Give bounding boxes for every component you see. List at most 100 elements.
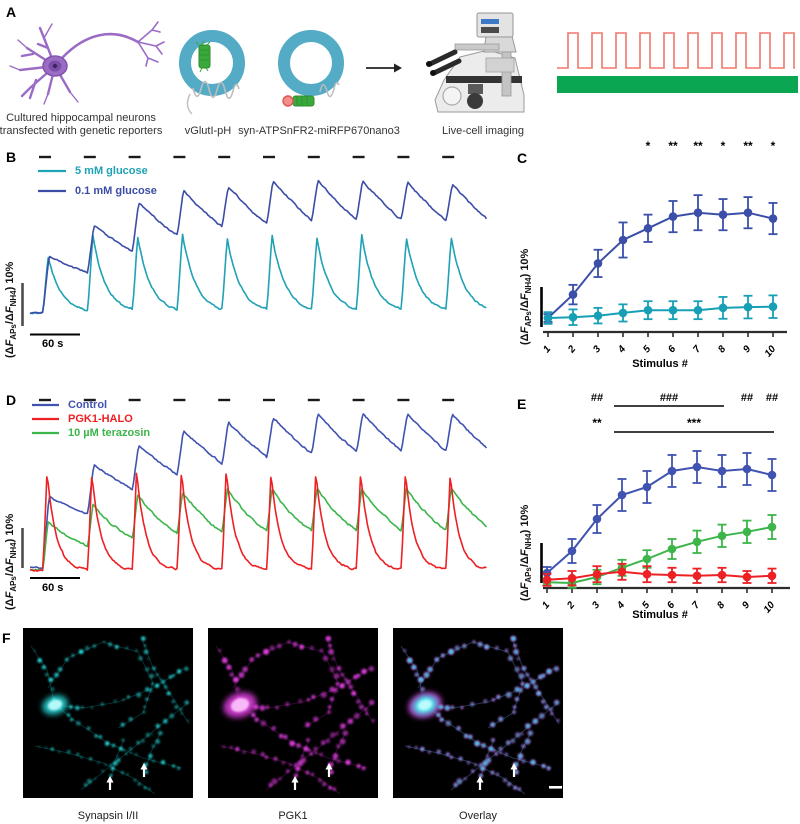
synaptic-punctum <box>483 699 487 703</box>
synaptic-punctum <box>251 749 257 755</box>
synaptic-punctum <box>238 671 245 679</box>
synaptic-punctum <box>320 740 326 746</box>
synaptic-punctum <box>122 698 125 701</box>
y-axis-label-d: (ΔFAPs/ΔFNH4) 10% <box>4 513 19 610</box>
synaptic-punctum <box>356 763 361 769</box>
significance-marker: *** <box>687 416 701 430</box>
series-line-0.1-mm-glucose <box>547 211 774 319</box>
synaptic-punctum <box>159 678 162 681</box>
x-tick-label: 7 <box>690 600 702 612</box>
synaptic-punctum <box>155 683 160 688</box>
data-point <box>567 573 577 583</box>
synaptic-punctum <box>112 760 118 766</box>
membrane-squiggle-2 <box>319 82 340 98</box>
synaptic-punctum <box>439 705 443 709</box>
synaptic-punctum <box>305 722 311 728</box>
synaptic-punctum <box>229 745 233 749</box>
synaptic-punctum <box>514 770 519 774</box>
synaptic-punctum <box>506 740 510 745</box>
synaptic-punctum <box>329 666 336 673</box>
synaptic-punctum <box>513 649 519 655</box>
synaptic-punctum <box>286 769 290 773</box>
synaptic-punctum <box>136 692 142 698</box>
data-point <box>618 308 628 318</box>
synaptic-punctum <box>521 744 526 748</box>
synaptic-punctum <box>319 752 324 757</box>
panel-label-e: E <box>517 396 527 412</box>
synaptic-punctum <box>89 757 93 761</box>
synaptic-punctum <box>75 705 80 711</box>
microscope-label: Live-cell imaging <box>442 125 524 137</box>
synaptic-punctum <box>235 686 241 692</box>
synaptic-punctum <box>57 667 63 672</box>
synaptic-punctum <box>179 707 183 711</box>
synaptic-punctum <box>356 673 361 678</box>
x-tick-label: 5 <box>641 344 653 356</box>
synaptic-punctum <box>554 666 559 671</box>
synaptic-punctum <box>474 763 477 766</box>
synaptic-punctum <box>464 777 467 780</box>
synaptic-punctum <box>222 745 226 749</box>
trace-0.1-mm-glucose <box>29 179 488 315</box>
gfp-barrel-1 <box>198 44 211 69</box>
synaptic-punctum <box>128 747 133 751</box>
chart-c: 1 2 3 4 5 6 7 8 9 10* ** ** * ** * <box>540 139 787 359</box>
legend-d-pgk1: PGK1-HALO <box>68 413 133 425</box>
synaptic-punctum <box>282 734 288 740</box>
synaptic-punctum <box>434 657 439 662</box>
synaptic-punctum <box>423 672 429 678</box>
synaptic-punctum <box>143 786 147 790</box>
synaptic-punctum <box>135 649 138 652</box>
data-point <box>592 569 602 579</box>
panel-label-b: B <box>6 149 17 165</box>
data-point <box>643 224 653 233</box>
panel-b-legend-lines <box>38 169 66 193</box>
data-point <box>717 466 727 476</box>
soma-core <box>418 699 432 711</box>
neuron-illustration <box>9 21 165 105</box>
annotation-arrowhead <box>106 776 114 783</box>
synaptic-punctum <box>151 732 153 735</box>
synaptic-punctum <box>168 675 173 679</box>
synaptic-punctum <box>322 655 329 662</box>
soma-core <box>48 699 62 711</box>
data-point <box>743 208 753 217</box>
synaptic-punctum <box>482 760 488 766</box>
synaptic-punctum <box>275 706 279 710</box>
neurite-strand <box>30 645 56 706</box>
data-point <box>667 570 677 580</box>
synaptic-punctum <box>83 783 88 787</box>
significance-marker: ## <box>741 392 753 404</box>
synaptic-punctum <box>260 752 265 757</box>
synaptic-punctum <box>547 766 551 770</box>
synaptic-punctum <box>305 770 310 775</box>
gfp-barrel-2 <box>292 95 315 107</box>
synaptic-punctum <box>109 763 112 766</box>
data-point <box>742 464 752 474</box>
panel-d-traces <box>29 413 488 573</box>
synaptic-punctum <box>514 667 520 672</box>
x-tick-label: 2 <box>565 600 578 612</box>
neurite-strand <box>295 739 310 779</box>
synaptic-punctum <box>518 753 523 759</box>
synaptic-punctum <box>420 747 424 751</box>
annotation-arrowhead <box>476 776 484 783</box>
chart-e: 1 2 3 4 5 6 7 8 9 10## ### ## ##** *** <box>540 392 790 615</box>
synaptic-punctum <box>271 725 276 731</box>
synaptic-punctum <box>69 705 73 709</box>
plasmid2-label: syn-ATPSnFR2-miRFP670nano3 <box>238 125 400 137</box>
scale-bar-label-b: 60 s <box>42 338 64 350</box>
significance-marker: * <box>721 139 726 153</box>
synaptic-punctum <box>472 640 476 643</box>
synaptic-punctum <box>273 756 278 761</box>
synaptic-punctum <box>152 666 156 671</box>
synaptic-punctum <box>268 782 273 788</box>
data-point <box>617 490 627 500</box>
synaptic-punctum <box>513 644 517 647</box>
synaptic-punctum <box>69 718 74 722</box>
series-line-control <box>546 465 773 574</box>
synaptic-punctum <box>340 672 345 677</box>
synaptic-punctum <box>436 749 441 754</box>
